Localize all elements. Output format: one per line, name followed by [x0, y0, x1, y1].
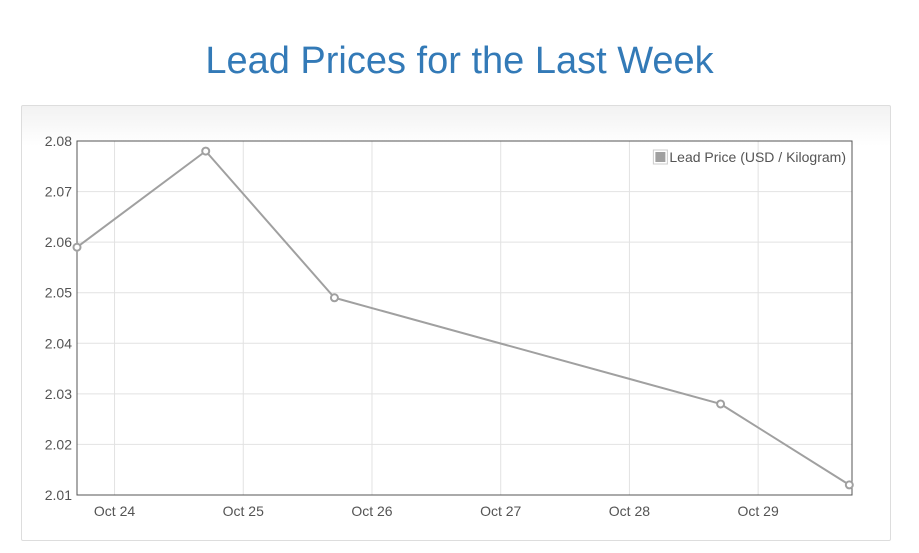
x-axis-ticks: Oct 24 Oct 25 Oct 26 Oct 27 Oct 28 Oct 29 [94, 503, 779, 519]
y-tick-label: 2.03 [45, 386, 72, 402]
y-tick-label: 2.01 [45, 487, 72, 503]
y-tick-label: 2.07 [45, 184, 72, 200]
legend[interactable]: Lead Price (USD / Kilogram) [652, 149, 846, 165]
x-tick-label: Oct 28 [609, 503, 650, 519]
chart-panel: 2.01 2.02 2.03 2.04 2.05 2.06 2.07 2.08 Oct 24 O… [21, 105, 891, 541]
data-point[interactable] [72, 242, 82, 252]
lead-price-chart: 2.012.022.032.042.052.062.072.08 Oct 24 O… [45, 133, 854, 519]
x-tick-label: Oct 24 [94, 503, 135, 519]
page-title: Lead Prices for the Last Week [205, 40, 714, 82]
data-point[interactable] [844, 480, 854, 490]
grid-lines [77, 140, 852, 496]
x-tick-label: Oct 25 [223, 503, 264, 519]
x-tick-label: Oct 26 [351, 503, 392, 519]
x-tick-label: Oct 27 [480, 503, 521, 519]
y-tick-label: 2.05 [45, 285, 72, 301]
x-tick-label: Oct 29 [738, 503, 779, 519]
series-line [76, 150, 850, 486]
y-axis-ticks: 2.01 2.02 2.03 2.04 2.05 2.06 2.07 2.08 [45, 133, 72, 503]
y-tick-label: 2.04 [45, 335, 72, 351]
y-tick-label: 2.06 [45, 234, 72, 250]
legend-label: Lead Price (USD / Kilogram) [669, 149, 846, 165]
data-point[interactable] [716, 399, 726, 409]
y-tick-label: 2.02 [45, 436, 72, 452]
series-layer [72, 146, 854, 490]
data-point[interactable] [201, 146, 211, 156]
plot-area-border [76, 140, 853, 496]
y-tick-label: 2.08 [45, 133, 72, 149]
data-point[interactable] [329, 293, 339, 303]
legend-swatch [655, 152, 666, 162]
